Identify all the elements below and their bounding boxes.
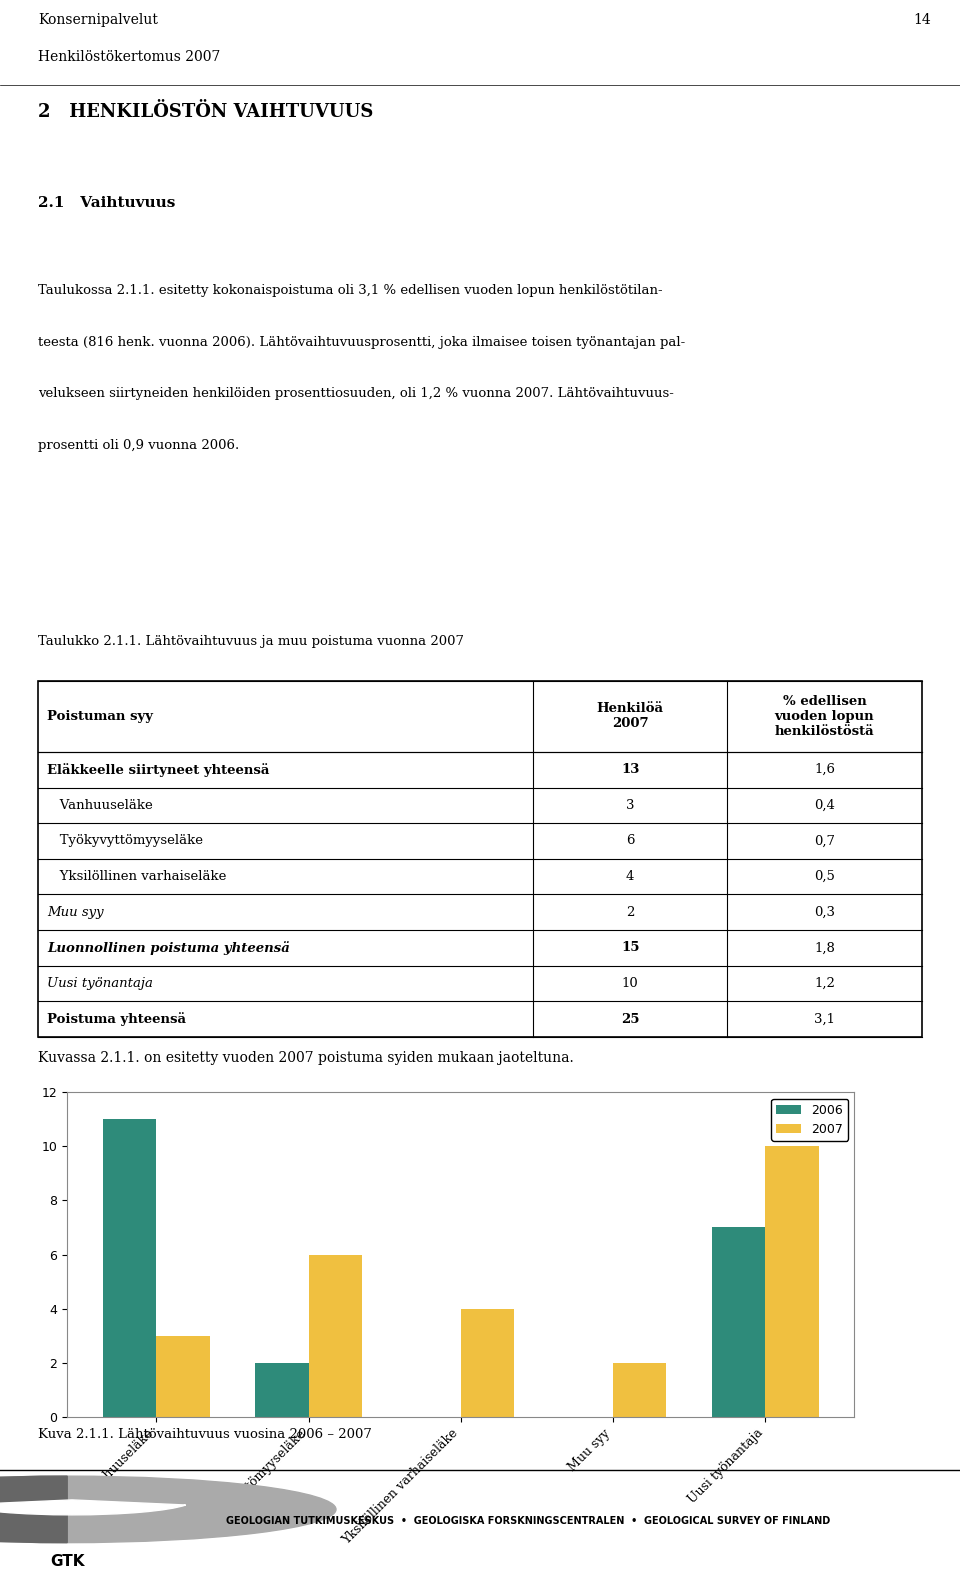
Text: 0,5: 0,5	[814, 871, 835, 883]
Bar	[613, 1363, 666, 1417]
Bar	[103, 1119, 156, 1417]
Bar	[255, 1363, 308, 1417]
Text: Poistuma yhteensä: Poistuma yhteensä	[47, 1012, 186, 1026]
Text: 1,6: 1,6	[814, 763, 835, 776]
Legend: 2006, 2007: 2006, 2007	[771, 1099, 848, 1141]
Text: Vanhuuseläke: Vanhuuseläke	[47, 799, 153, 812]
Text: 15: 15	[621, 942, 639, 955]
Wedge shape	[0, 1501, 185, 1515]
Text: 13: 13	[621, 763, 639, 776]
Text: GEOLOGIAN TUTKIMUSKESKUS  •  GEOLOGISKA FORSKNINGSCENTRALEN  •  GEOLOGICAL SURVE: GEOLOGIAN TUTKIMUSKESKUS • GEOLOGISKA FO…	[226, 1517, 830, 1526]
Wedge shape	[0, 1475, 67, 1542]
Text: Muu syy: Muu syy	[47, 905, 104, 918]
Bar	[765, 1146, 819, 1417]
Text: 2   HENKILÖSTÖN VAIHTUVUUS: 2 HENKILÖSTÖN VAIHTUVUUS	[38, 103, 373, 122]
Text: Henkilöä
2007: Henkilöä 2007	[597, 703, 663, 730]
Text: Poistuman syy: Poistuman syy	[47, 709, 154, 723]
Text: 1,2: 1,2	[814, 977, 835, 989]
Text: 10: 10	[622, 977, 638, 989]
Text: 0,3: 0,3	[814, 905, 835, 918]
Text: Taulukossa 2.1.1. esitetty kokonaispoistuma oli 3,1 % edellisen vuoden lopun hen: Taulukossa 2.1.1. esitetty kokonaispoist…	[38, 283, 663, 296]
Text: GTK: GTK	[50, 1555, 84, 1569]
Text: Uusi työnantaja: Uusi työnantaja	[47, 977, 153, 989]
Text: 25: 25	[621, 1013, 639, 1026]
Text: Kuva 2.1.1. Lähtövaihtuvuus vuosina 2006 – 2007: Kuva 2.1.1. Lähtövaihtuvuus vuosina 2006…	[38, 1428, 372, 1442]
Text: 2.1   Vaihtuvuus: 2.1 Vaihtuvuus	[38, 196, 176, 211]
Bar	[308, 1254, 362, 1417]
Text: 2: 2	[626, 905, 635, 918]
Text: 0,7: 0,7	[814, 834, 835, 847]
Bar	[712, 1227, 765, 1417]
Text: 4: 4	[626, 871, 635, 883]
Text: Henkilöstökertomus 2007: Henkilöstökertomus 2007	[38, 51, 221, 65]
Text: Kuvassa 2.1.1. on esitetty vuoden 2007 poistuma syiden mukaan jaoteltuna.: Kuvassa 2.1.1. on esitetty vuoden 2007 p…	[38, 1051, 574, 1065]
Text: teesta (816 henk. vuonna 2006). Lähtövaihtuvuusprosentti, joka ilmaisee toisen t: teesta (816 henk. vuonna 2006). Lähtövai…	[38, 336, 685, 348]
Text: velukseen siirtyneiden henkilöiden prosenttiosuuden, oli 1,2 % vuonna 2007. Läht: velukseen siirtyneiden henkilöiden prose…	[38, 388, 674, 400]
Bar	[156, 1336, 209, 1417]
Text: Taulukko 2.1.1. Lähtövaihtuvuus ja muu poistuma vuonna 2007: Taulukko 2.1.1. Lähtövaihtuvuus ja muu p…	[38, 635, 465, 647]
Circle shape	[0, 1475, 336, 1542]
Text: prosentti oli 0,9 vuonna 2006.: prosentti oli 0,9 vuonna 2006.	[38, 440, 240, 453]
Text: Työkyvyttömyyseläke: Työkyvyttömyyseläke	[47, 834, 204, 847]
Bar	[461, 1309, 515, 1417]
Text: 0,4: 0,4	[814, 799, 835, 812]
Text: 3: 3	[626, 799, 635, 812]
Text: Luonnollinen poistuma yhteensä: Luonnollinen poistuma yhteensä	[47, 940, 290, 955]
Text: 14: 14	[914, 13, 931, 27]
Text: 6: 6	[626, 834, 635, 847]
Text: 3,1: 3,1	[814, 1013, 835, 1026]
Text: Konsernipalvelut: Konsernipalvelut	[38, 13, 158, 27]
Text: Eläkkeelle siirtyneet yhteensä: Eläkkeelle siirtyneet yhteensä	[47, 763, 270, 777]
Text: 1,8: 1,8	[814, 942, 835, 955]
Text: Yksilöllinen varhaiseläke: Yksilöllinen varhaiseläke	[47, 871, 227, 883]
Text: % edellisen
vuoden lopun
henkilöstöstä: % edellisen vuoden lopun henkilöstöstä	[775, 695, 875, 738]
